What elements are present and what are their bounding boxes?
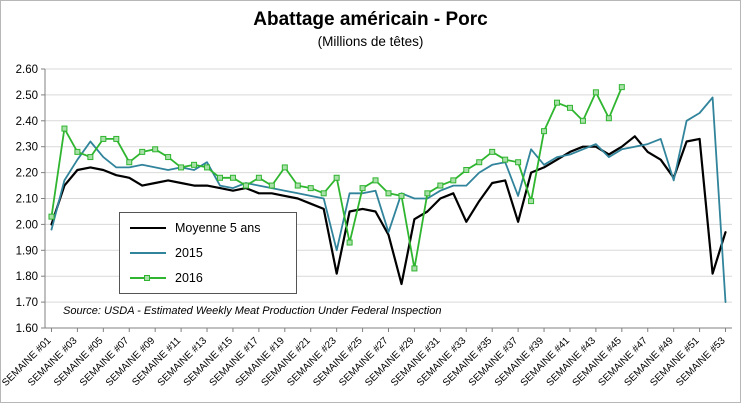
series-marker-square — [372, 177, 379, 184]
series-marker-square — [204, 164, 211, 171]
y-tick-label: 1.80 — [16, 271, 38, 283]
y-tick-label: 1.60 — [16, 323, 38, 335]
series-marker-square — [229, 174, 236, 181]
series-marker-square — [152, 146, 159, 153]
series-marker-square — [307, 185, 314, 192]
series-marker-square — [502, 156, 509, 163]
y-tick-label: 2.40 — [16, 116, 38, 128]
square-marker-icon — [144, 275, 150, 281]
series-marker-square — [450, 177, 457, 184]
series-marker-square — [476, 159, 483, 166]
y-tick-label: 2.60 — [16, 64, 38, 76]
y-tick-label: 1.90 — [16, 245, 38, 257]
series-marker-square — [515, 159, 522, 166]
series-marker-square — [333, 174, 340, 181]
series-marker-square — [385, 190, 392, 197]
y-tick-label: 2.10 — [16, 194, 38, 206]
series-marker-square — [165, 154, 172, 161]
source-note: Source: USDA - Estimated Weekly Meat Pro… — [63, 305, 442, 317]
series-marker-square — [87, 154, 94, 161]
legend-item-2016: 2016 — [130, 270, 286, 286]
y-tick-label: 2.30 — [16, 142, 38, 154]
legend-label: 2016 — [175, 270, 203, 285]
series-marker-square — [100, 135, 107, 142]
legend-label: Moyenne 5 ans — [175, 220, 261, 235]
series-marker-square — [281, 164, 288, 171]
series-marker-square — [554, 99, 561, 106]
series-marker-square — [592, 89, 599, 96]
y-tick-label: 1.70 — [16, 297, 38, 309]
series-marker-square — [605, 115, 612, 122]
series-marker-square — [566, 104, 573, 111]
series-marker-square — [74, 148, 81, 155]
series-marker-square — [411, 265, 418, 272]
series-marker-square — [61, 125, 68, 132]
series-line-moyenne-5-ans — [50, 135, 727, 286]
series-marker-square — [320, 190, 327, 197]
series-marker-square — [437, 182, 444, 189]
series-marker-square — [463, 167, 470, 174]
chart-subtitle: (Millions de têtes) — [317, 34, 424, 49]
series-line-2015 — [50, 96, 727, 304]
series-marker-square — [398, 192, 405, 199]
series-marker-square — [528, 198, 535, 205]
series-marker-square — [48, 213, 55, 220]
series-marker-square — [294, 182, 301, 189]
legend-item-moyenne-5-ans: Moyenne 5 ans — [130, 220, 286, 236]
series-marker-square — [424, 190, 431, 197]
series-marker-square — [489, 148, 496, 155]
chart-legend: Moyenne 5 ans 2015 2016 — [119, 212, 297, 294]
series-marker-square — [191, 161, 198, 168]
y-tick-label: 2.00 — [16, 219, 38, 231]
legend-line-sample-2016 — [130, 275, 166, 281]
series-marker-square — [579, 117, 586, 124]
series-marker-square — [255, 174, 262, 181]
chart-title: Abattage américain - Porc — [253, 9, 488, 30]
series-marker-square — [268, 182, 275, 189]
series-marker-square — [242, 182, 249, 189]
series-marker-square — [139, 148, 146, 155]
series-marker-square — [216, 174, 223, 181]
series-marker-square — [126, 159, 133, 166]
legend-item-2015: 2015 — [130, 245, 286, 261]
y-tick-label: 2.50 — [16, 90, 38, 102]
legend-line-sample-2015 — [130, 252, 166, 254]
y-tick-label: 2.20 — [16, 168, 38, 180]
series-marker-square — [178, 164, 185, 171]
series-marker-square — [618, 84, 625, 91]
legend-line-sample-moyenne — [130, 227, 166, 229]
series-marker-square — [346, 239, 353, 246]
series-marker-square — [359, 185, 366, 192]
series-marker-square — [541, 128, 548, 135]
legend-label: 2015 — [175, 245, 203, 260]
series-marker-square — [113, 135, 120, 142]
